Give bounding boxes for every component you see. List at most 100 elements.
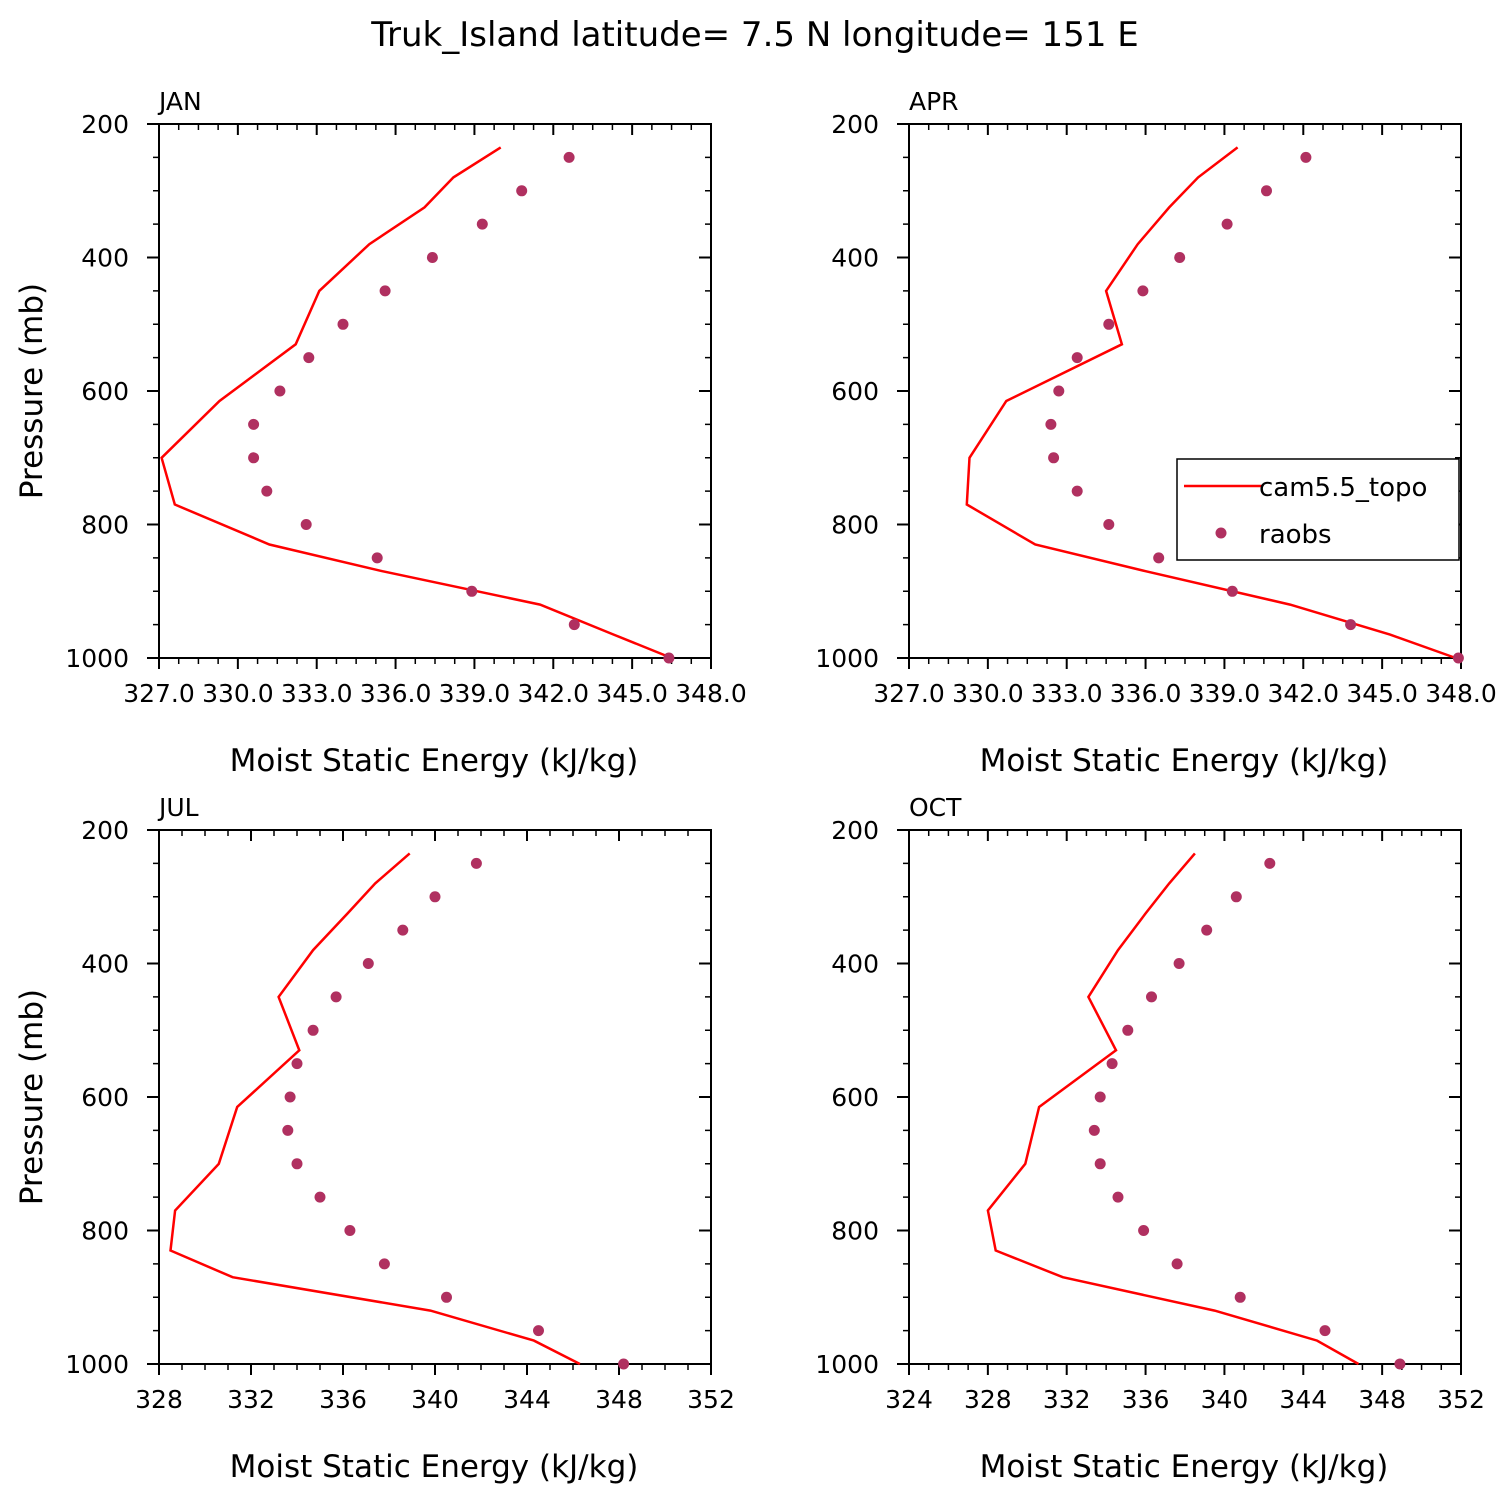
data-point-raobs — [1138, 1225, 1150, 1236]
data-point-raobs — [1146, 991, 1157, 1003]
data-point-raobs — [1394, 1358, 1406, 1370]
data-point-raobs — [1234, 1291, 1246, 1303]
y-tick-label: 600 — [81, 377, 129, 406]
data-point-raobs — [1174, 252, 1186, 263]
x-tick-label: 332 — [1043, 1385, 1091, 1414]
data-point-raobs — [476, 218, 488, 230]
y-tick-label: 600 — [831, 1083, 879, 1112]
data-point-raobs — [1153, 552, 1165, 564]
x-tick-label: 328 — [964, 1385, 1012, 1414]
x-axis-label: Moist Static Energy (kJ/kg) — [230, 1449, 639, 1485]
x-tick-label: 348.0 — [1425, 679, 1497, 708]
x-tick-label: 333.0 — [1031, 679, 1103, 708]
data-point-raobs — [1264, 857, 1276, 869]
data-point-raobs — [516, 185, 528, 197]
x-tick-label: 336 — [319, 1385, 367, 1414]
figure-title: Truk_Island latitude= 7.5 N longitude= 1… — [370, 15, 1139, 55]
series-line-cam5.5_topo — [965, 146, 1457, 660]
data-point-raobs — [303, 352, 315, 364]
y-tick-label: 200 — [831, 816, 879, 845]
data-point-raobs — [371, 552, 383, 564]
plot-frame — [158, 123, 712, 659]
series-line-cam5.5_topo — [169, 852, 581, 1366]
data-point-raobs — [1106, 1058, 1118, 1070]
plot-frame — [908, 829, 1462, 1365]
data-point-raobs — [470, 857, 482, 869]
data-point-raobs — [663, 652, 675, 664]
y-tick-label: 800 — [831, 1217, 879, 1246]
legend-dot-swatch — [1215, 527, 1227, 539]
panel-label: JAN — [157, 87, 202, 116]
y-tick-label: 800 — [81, 511, 129, 540]
y-axis-label: Pressure (mb) — [14, 989, 50, 1205]
data-point-raobs — [1094, 1091, 1106, 1103]
x-tick-label: 340 — [411, 1385, 459, 1414]
data-point-raobs — [1226, 585, 1238, 597]
data-point-raobs — [1045, 418, 1057, 430]
legend-box — [1176, 458, 1460, 561]
x-tick-label: 348 — [1358, 1385, 1406, 1414]
data-point-raobs — [1221, 218, 1233, 230]
y-tick-label: 200 — [81, 110, 129, 139]
y-tick-label: 800 — [831, 511, 879, 540]
x-axis-label: Moist Static Energy (kJ/kg) — [980, 1449, 1389, 1485]
data-point-raobs — [1171, 1258, 1183, 1270]
data-point-raobs — [1122, 1024, 1134, 1036]
x-tick-label: 332 — [227, 1385, 275, 1414]
data-point-raobs — [1452, 652, 1464, 664]
x-tick-label: 348 — [595, 1385, 643, 1414]
data-point-raobs — [291, 1058, 303, 1070]
data-point-raobs — [274, 385, 286, 397]
x-tick-label: 336 — [1122, 1385, 1170, 1414]
data-point-raobs — [291, 1158, 303, 1170]
data-point-raobs — [300, 519, 312, 530]
data-point-raobs — [568, 619, 580, 631]
x-tick-label: 333.0 — [281, 679, 353, 708]
data-point-raobs — [1300, 151, 1312, 163]
x-tick-label: 345.0 — [596, 679, 668, 708]
data-point-raobs — [1230, 891, 1242, 903]
x-tick-label: 324 — [885, 1385, 933, 1414]
y-axis-label: Pressure (mb) — [14, 283, 50, 499]
y-tick-label: 1000 — [65, 1350, 129, 1379]
data-point-raobs — [426, 252, 438, 263]
y-tick-label: 600 — [81, 1083, 129, 1112]
x-tick-label: 352 — [687, 1385, 735, 1414]
x-axis-label: Moist Static Energy (kJ/kg) — [980, 743, 1389, 779]
data-point-raobs — [314, 1191, 326, 1203]
x-tick-label: 330.0 — [952, 679, 1024, 708]
data-point-raobs — [378, 1258, 390, 1270]
series-line-cam5.5_topo — [986, 852, 1360, 1366]
y-tick-label: 1000 — [65, 644, 129, 673]
panel-label: OCT — [909, 793, 962, 822]
y-tick-label: 1000 — [815, 644, 879, 673]
x-tick-label: 336.0 — [1110, 679, 1182, 708]
data-point-raobs — [307, 1024, 319, 1036]
data-point-raobs — [1319, 1325, 1331, 1337]
x-axis-label: Moist Static Energy (kJ/kg) — [230, 743, 639, 779]
x-tick-label: 327.0 — [123, 679, 195, 708]
data-point-raobs — [1071, 352, 1083, 364]
data-point-raobs — [563, 151, 575, 163]
plot-frame — [908, 123, 1462, 659]
legend-label-line: cam5.5_topo — [1259, 473, 1427, 503]
data-point-raobs — [1345, 619, 1357, 631]
data-point-raobs — [1053, 385, 1065, 397]
x-tick-label: 348.0 — [675, 679, 747, 708]
x-tick-label: 336.0 — [360, 679, 432, 708]
data-point-raobs — [379, 285, 391, 297]
x-tick-label: 330.0 — [202, 679, 274, 708]
y-tick-label: 600 — [831, 377, 879, 406]
data-point-raobs — [282, 1124, 294, 1136]
series-line-cam5.5_topo — [160, 146, 673, 660]
data-point-raobs — [1103, 318, 1115, 330]
data-point-raobs — [1261, 185, 1272, 197]
data-point-raobs — [618, 1358, 630, 1370]
y-tick-label: 400 — [831, 244, 879, 273]
data-point-raobs — [284, 1091, 296, 1103]
data-point-raobs — [248, 452, 260, 464]
y-tick-label: 200 — [81, 816, 129, 845]
data-point-raobs — [248, 418, 260, 430]
